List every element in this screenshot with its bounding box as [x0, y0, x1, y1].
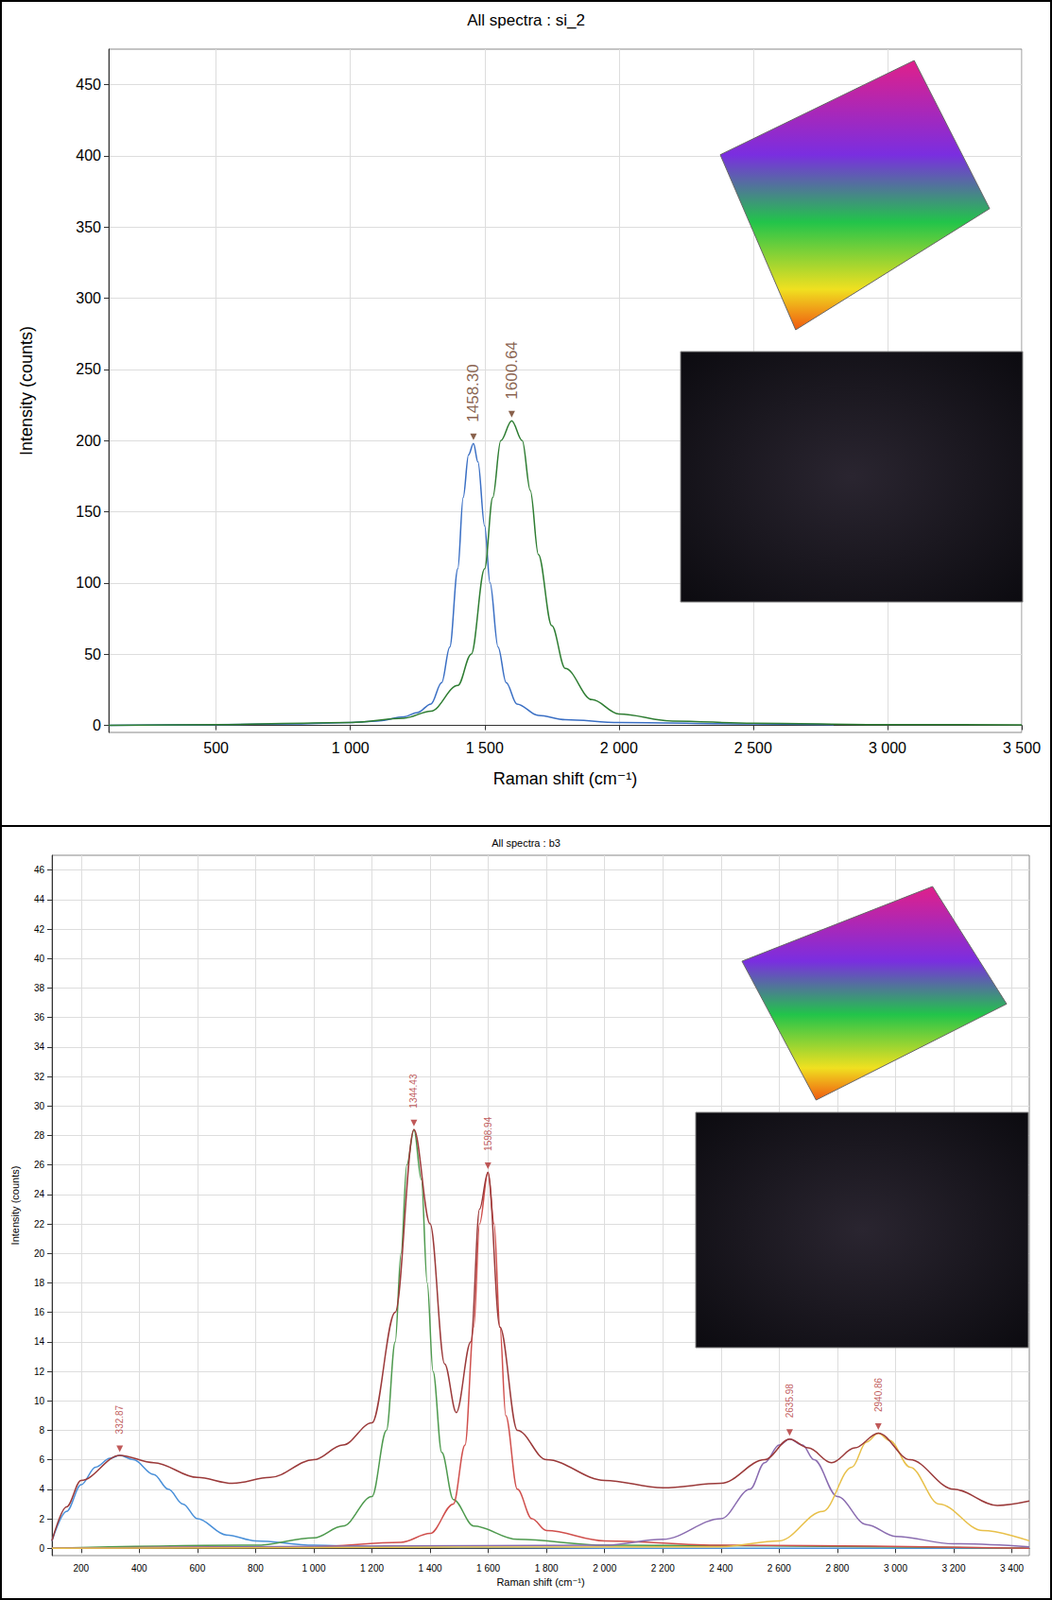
svg-text:8: 8	[38, 1425, 45, 1436]
svg-text:10: 10	[34, 1396, 46, 1407]
svg-text:Raman shift (cm⁻¹): Raman shift (cm⁻¹)	[496, 1576, 585, 1588]
svg-text:3 000: 3 000	[883, 1563, 908, 1574]
svg-text:150: 150	[75, 503, 102, 520]
svg-text:6: 6	[38, 1454, 45, 1466]
svg-text:1 600: 1 600	[476, 1563, 501, 1574]
svg-text:3 400: 3 400	[1000, 1563, 1024, 1574]
svg-text:1 400: 1 400	[418, 1563, 443, 1574]
svg-text:2 500: 2 500	[734, 740, 773, 757]
svg-text:14: 14	[34, 1336, 46, 1347]
svg-text:2 600: 2 600	[767, 1563, 792, 1574]
svg-text:1 000: 1 000	[301, 1563, 326, 1574]
svg-text:24: 24	[34, 1189, 46, 1200]
svg-text:1598.94: 1598.94	[482, 1116, 494, 1152]
svg-text:1 800: 1 800	[534, 1563, 559, 1574]
svg-text:44: 44	[34, 894, 46, 905]
svg-text:400: 400	[131, 1563, 148, 1574]
svg-text:2: 2	[38, 1514, 45, 1525]
svg-text:20: 20	[34, 1248, 46, 1259]
svg-text:50: 50	[84, 646, 102, 663]
svg-text:350: 350	[75, 219, 102, 236]
svg-text:400: 400	[75, 147, 102, 164]
svg-text:800: 800	[247, 1563, 264, 1574]
svg-text:600: 600	[189, 1563, 207, 1574]
svg-text:3 200: 3 200	[941, 1563, 966, 1574]
svg-text:All spectra : b3: All spectra : b3	[491, 837, 561, 849]
svg-text:36: 36	[34, 1012, 46, 1023]
svg-text:46: 46	[34, 864, 46, 876]
svg-text:38: 38	[34, 983, 46, 994]
svg-text:100: 100	[75, 574, 102, 591]
svg-text:2940.86: 2940.86	[873, 1377, 884, 1413]
svg-text:200: 200	[75, 432, 102, 449]
svg-text:1 500: 1 500	[465, 740, 504, 757]
svg-text:2 200: 2 200	[651, 1563, 675, 1574]
svg-text:1 000: 1 000	[331, 740, 370, 757]
svg-text:2 000: 2 000	[600, 740, 639, 757]
svg-text:250: 250	[75, 361, 102, 378]
svg-text:28: 28	[34, 1130, 46, 1141]
svg-text:42: 42	[34, 924, 46, 935]
svg-text:332.87: 332.87	[114, 1404, 125, 1434]
svg-text:1458.30: 1458.30	[464, 363, 483, 422]
svg-text:1 200: 1 200	[360, 1563, 384, 1574]
svg-text:2 800: 2 800	[825, 1563, 849, 1574]
svg-text:22: 22	[34, 1219, 46, 1230]
svg-text:32: 32	[34, 1071, 46, 1083]
svg-text:3 500: 3 500	[1002, 740, 1041, 757]
svg-text:200: 200	[72, 1563, 89, 1574]
svg-text:0: 0	[92, 717, 102, 734]
svg-text:30: 30	[34, 1101, 46, 1112]
svg-text:Intensity (counts): Intensity (counts)	[9, 1166, 21, 1246]
svg-text:3 000: 3 000	[868, 740, 907, 757]
svg-text:2 400: 2 400	[708, 1563, 733, 1574]
svg-text:18: 18	[34, 1277, 46, 1289]
svg-text:All spectra : si_2: All spectra : si_2	[466, 11, 586, 30]
svg-text:300: 300	[75, 290, 102, 307]
svg-text:16: 16	[34, 1307, 46, 1318]
svg-text:40: 40	[34, 953, 46, 965]
svg-text:2635.98: 2635.98	[784, 1383, 795, 1419]
svg-text:1344.43: 1344.43	[408, 1073, 419, 1109]
svg-text:4: 4	[38, 1483, 45, 1495]
svg-text:0: 0	[38, 1543, 45, 1554]
svg-text:Raman shift (cm⁻¹): Raman shift (cm⁻¹)	[493, 769, 639, 789]
svg-text:450: 450	[75, 76, 102, 93]
svg-text:Intensity (counts): Intensity (counts)	[17, 326, 36, 456]
svg-text:1600.64: 1600.64	[502, 341, 521, 399]
svg-text:2 000: 2 000	[592, 1563, 617, 1574]
svg-text:34: 34	[34, 1041, 46, 1052]
svg-text:12: 12	[34, 1366, 46, 1378]
svg-text:26: 26	[34, 1159, 46, 1171]
svg-text:500: 500	[203, 740, 229, 757]
